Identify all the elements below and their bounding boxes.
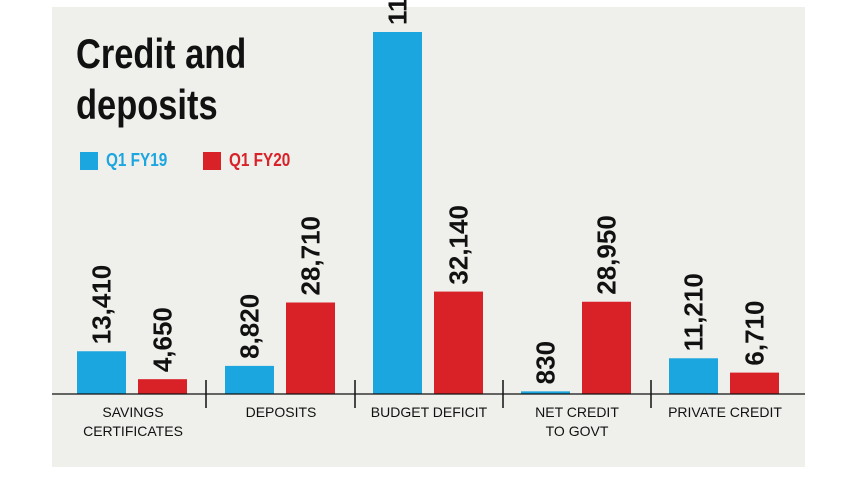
legend-label-q1-fy19: Q1 FY19 [106,150,168,170]
value-label-private-credit-q1-fy19: 11,210 [679,273,709,351]
bar-deposits-q1-fy19 [225,365,274,394]
bar-budget-deficit-q1-fy19 [373,32,422,394]
bar-private-credit-q1-fy19 [669,358,718,394]
legend-swatch-q1-fy19 [80,152,98,170]
bar-net-credit-to-govt-q1-fy19 [521,391,570,394]
value-label-net-credit-to-govt-q1-fy19: 830 [531,341,561,384]
value-label-deposits-q1-fy19: 8,820 [235,294,265,359]
chart-title-line-2: deposits [76,81,218,128]
value-label-deposits-q1-fy20: 28,710 [296,216,326,296]
value-label-net-credit-to-govt-q1-fy20: 28,950 [592,215,622,295]
value-label-savings-certificates-q1-fy20: 4,650 [148,307,178,372]
legend-swatch-q1-fy20 [203,152,221,170]
value-label-private-credit-q1-fy20: 6,710 [740,301,770,366]
category-label-net-credit-to-govt: NET CREDIT TO GOVT [535,404,619,439]
bar-savings-certificates-q1-fy20 [138,379,187,394]
chart-title-line-1: Credit and [76,30,247,77]
category-label-deposits: DEPOSITS [246,404,317,420]
value-label-savings-certificates-q1-fy19: 13,410 [87,265,117,345]
bar-net-credit-to-govt-q1-fy20 [582,301,631,394]
bar-savings-certificates-q1-fy19 [77,351,126,394]
category-label-savings-certificates: SAVINGS CERTIFICATES [83,404,183,439]
legend-label-q1-fy20: Q1 FY20 [229,150,291,170]
category-label-private-credit: PRIVATE CREDIT [668,404,782,420]
value-label-budget-deficit-q1-fy20: 32,140 [444,205,474,285]
value-label-budget-deficit-q1-fy19: 113,600 [383,0,413,25]
bar-deposits-q1-fy20 [286,302,335,394]
bar-private-credit-q1-fy20 [730,372,779,394]
bar-budget-deficit-q1-fy20 [434,291,483,394]
category-label-budget-deficit: BUDGET DEFICIT [371,404,488,420]
